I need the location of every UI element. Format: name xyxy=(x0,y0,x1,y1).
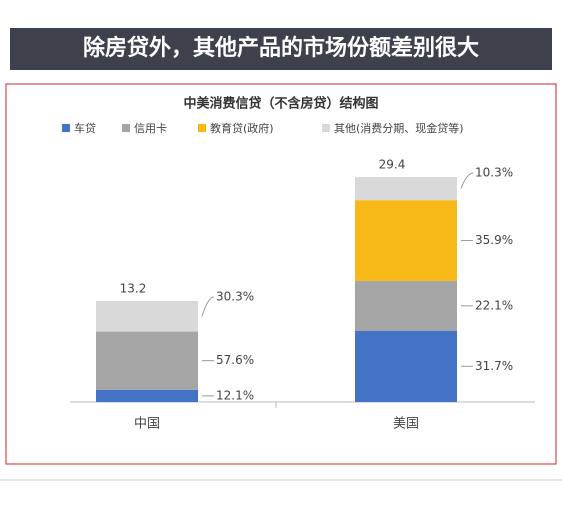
banner-title: 除房贷外，其他产品的市场份额差别很大 xyxy=(83,35,479,61)
legend-label: 其他(消费分期、现金贷等) xyxy=(334,121,464,135)
legend-label: 车贷 xyxy=(74,121,96,135)
data-label: 35.9% xyxy=(475,233,513,247)
data-label: 12.1% xyxy=(216,388,254,402)
total-label: 29.4 xyxy=(379,158,406,172)
chart-frame xyxy=(5,83,557,465)
bar-segment xyxy=(96,300,198,332)
data-label: 31.7% xyxy=(475,359,513,373)
leader-line xyxy=(460,172,474,189)
banner xyxy=(10,28,552,70)
bar-segment xyxy=(355,330,457,402)
legend-label: 教育贷(政府) xyxy=(210,121,274,135)
data-label: 22.1% xyxy=(475,298,513,312)
legend-label: 信用卡 xyxy=(134,122,167,135)
bar-segment xyxy=(355,177,457,201)
legend-swatch xyxy=(322,124,330,132)
total-label: 13.2 xyxy=(120,281,147,295)
data-label: 10.3% xyxy=(475,166,513,180)
legend-swatch xyxy=(62,124,70,132)
chart-title: 中美消费信贷（不含房贷）结构图 xyxy=(183,96,378,112)
legend-swatch xyxy=(122,124,130,132)
data-label: 30.3% xyxy=(216,289,254,303)
bar-segment xyxy=(96,331,198,390)
bar-segment xyxy=(96,389,198,402)
x-tick-label: 中国 xyxy=(134,417,160,432)
data-label: 57.6% xyxy=(216,353,254,367)
leader-line xyxy=(201,296,215,317)
x-tick-label: 美国 xyxy=(393,417,419,432)
bar-segment xyxy=(355,280,457,331)
legend-swatch xyxy=(198,124,206,132)
bar-segment xyxy=(355,200,457,281)
